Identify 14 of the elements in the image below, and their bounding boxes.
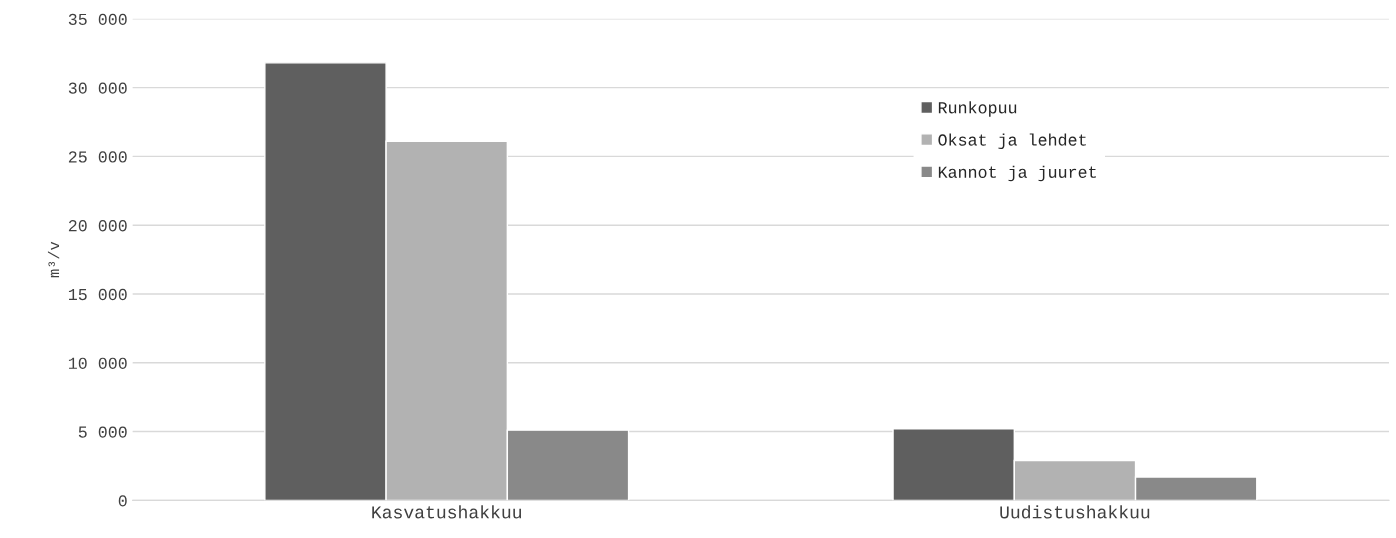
y-axis-title: m³/v: [47, 241, 60, 278]
legend-label: Kannot ja juuret: [938, 165, 1096, 182]
y-tick-label: 20 000: [68, 220, 127, 232]
x-tick-label: Uudistushakkuu: [1000, 505, 1150, 519]
y-tick-label: 30 000: [68, 82, 127, 94]
legend-label: Runkopuu: [938, 101, 1017, 117]
y-tick-label: 15 000: [68, 288, 127, 301]
legend-label: Oksat ja lehdet: [938, 133, 1086, 149]
y-tick-label: 10 000: [68, 357, 127, 369]
y-tick-label: 35 000: [68, 13, 127, 26]
y-tick-label: 5 000: [78, 426, 127, 438]
y-tick-label: 0: [118, 495, 127, 507]
y-tick-label: 25 000: [68, 151, 127, 163]
x-tick-label: Kasvatushakkuu: [372, 505, 522, 519]
